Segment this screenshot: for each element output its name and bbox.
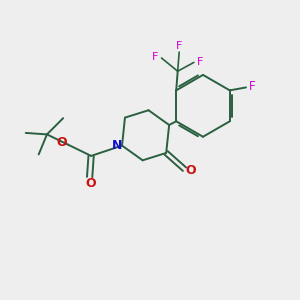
Text: F: F: [176, 40, 182, 51]
Text: O: O: [56, 136, 67, 149]
Text: F: F: [197, 56, 204, 67]
Text: N: N: [112, 139, 122, 152]
Text: F: F: [152, 52, 158, 62]
Text: O: O: [86, 177, 96, 190]
Text: F: F: [249, 80, 256, 93]
Text: O: O: [186, 164, 196, 177]
